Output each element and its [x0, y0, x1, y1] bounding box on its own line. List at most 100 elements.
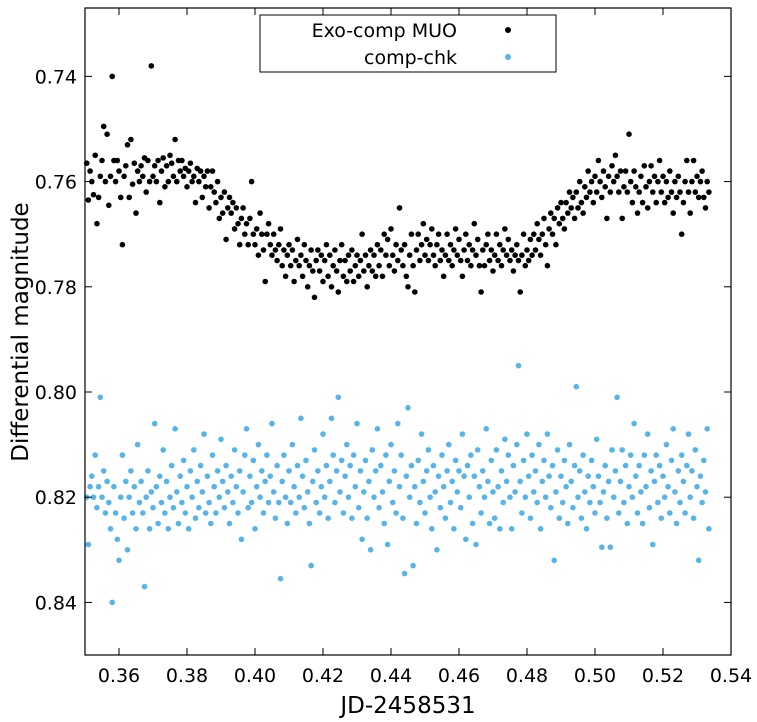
comp-chk-point [687, 494, 693, 501]
exo-comp-point [633, 184, 639, 190]
comp-chk-point [389, 499, 396, 506]
exo-comp-point [395, 257, 401, 264]
comp-chk-point [605, 478, 612, 485]
exo-comp-point [384, 236, 391, 243]
exo-comp-point [320, 278, 326, 285]
exo-comp-point [369, 268, 376, 274]
exo-comp-point [335, 289, 342, 295]
comp-chk-point [454, 489, 461, 495]
comp-chk-point [670, 426, 676, 432]
comp-chk-point [680, 478, 687, 485]
comp-chk-point [369, 447, 376, 453]
exo-comp-point [413, 247, 420, 253]
comp-chk-point [265, 499, 272, 506]
exo-comp-point [565, 210, 571, 216]
comp-chk-point [287, 499, 294, 506]
exo-comp-point [464, 257, 471, 264]
plot-frame [84, 7, 732, 656]
comp-chk-point [274, 462, 280, 469]
comp-chk-point [665, 483, 671, 490]
exo-comp-point [313, 257, 320, 264]
exo-comp-point [503, 252, 510, 258]
exo-comp-point [228, 210, 234, 216]
comp-chk-point [502, 436, 508, 443]
exo-comp-point [561, 226, 568, 232]
exo-comp-point [94, 220, 100, 227]
comp-chk-point [276, 499, 282, 506]
exo-comp-point [145, 157, 151, 164]
comp-chk-point [561, 457, 568, 464]
comp-chk-point [643, 483, 649, 490]
comp-chk-point [592, 510, 598, 516]
comp-chk-point [570, 504, 576, 511]
comp-chk-point [330, 452, 337, 458]
comp-chk-point [525, 473, 532, 480]
comp-chk-point [469, 520, 476, 527]
exo-comp-point [665, 194, 671, 201]
comp-chk-point [214, 468, 221, 474]
comp-chk-point [194, 478, 200, 485]
exo-comp-point [507, 257, 513, 264]
comp-chk-point [582, 489, 588, 495]
comp-chk-point [497, 526, 503, 532]
comp-chk-point [682, 510, 688, 516]
exo-comp-point [158, 168, 165, 174]
exo-comp-point [597, 178, 603, 185]
exo-comp-point [459, 273, 466, 280]
exo-comp-point [587, 189, 593, 195]
comp-chk-point [576, 468, 583, 474]
comp-chk-point [313, 499, 320, 506]
exo-comp-point [673, 194, 680, 201]
exo-comp-point [519, 252, 525, 258]
comp-chk-point [629, 494, 636, 501]
comp-chk-point [672, 489, 678, 495]
comp-chk-point [491, 515, 498, 521]
comp-chk-point [701, 457, 707, 464]
comp-chk-point [219, 478, 226, 485]
exo-comp-point [446, 257, 452, 264]
exo-comp-point [556, 220, 563, 227]
comp-chk-point [395, 420, 401, 427]
comp-chk-point [558, 473, 564, 480]
comp-chk-point [104, 478, 110, 485]
exo-comp-point [163, 163, 170, 169]
comp-chk-point [607, 544, 614, 550]
comp-chk-point [371, 494, 377, 501]
comp-chk-point [531, 489, 537, 495]
exo-comp-point [539, 231, 546, 237]
exo-comp-point [374, 241, 381, 248]
comp-chk-point [332, 499, 338, 506]
exo-comp-point [236, 241, 243, 248]
exo-comp-point [701, 194, 707, 201]
exo-comp-point [590, 199, 597, 206]
exo-comp-point [112, 178, 119, 185]
x-tick-label: 0.50 [574, 665, 616, 687]
comp-chk-point [131, 483, 138, 490]
comp-chk-point [587, 499, 593, 506]
exo-comp-point [695, 194, 702, 201]
exo-comp-point [155, 157, 161, 164]
comp-chk-point [145, 468, 151, 474]
comp-chk-point [503, 478, 510, 485]
exo-comp-point [310, 268, 316, 274]
exo-comp-point [185, 168, 192, 174]
comp-chk-point [255, 441, 262, 448]
exo-comp-point [605, 173, 612, 180]
exo-comp-point [114, 157, 121, 164]
exo-comp-point [316, 268, 323, 274]
comp-chk-point [644, 431, 651, 437]
comp-chk-point [133, 526, 139, 532]
x-axis-label: JD-2458531 [338, 693, 475, 719]
exo-comp-point [498, 262, 505, 269]
comp-chk-point [474, 447, 481, 453]
comp-chk-point [238, 536, 245, 543]
comp-chk-point [124, 547, 131, 553]
exo-comp-point [269, 252, 275, 258]
exo-comp-point [481, 262, 488, 269]
comp-chk-point [301, 504, 308, 511]
comp-chk-point [675, 468, 682, 474]
exo-comp-point [527, 236, 534, 243]
comp-chk-point [673, 520, 680, 527]
exo-comp-point [359, 231, 365, 237]
comp-chk-point [293, 510, 299, 516]
